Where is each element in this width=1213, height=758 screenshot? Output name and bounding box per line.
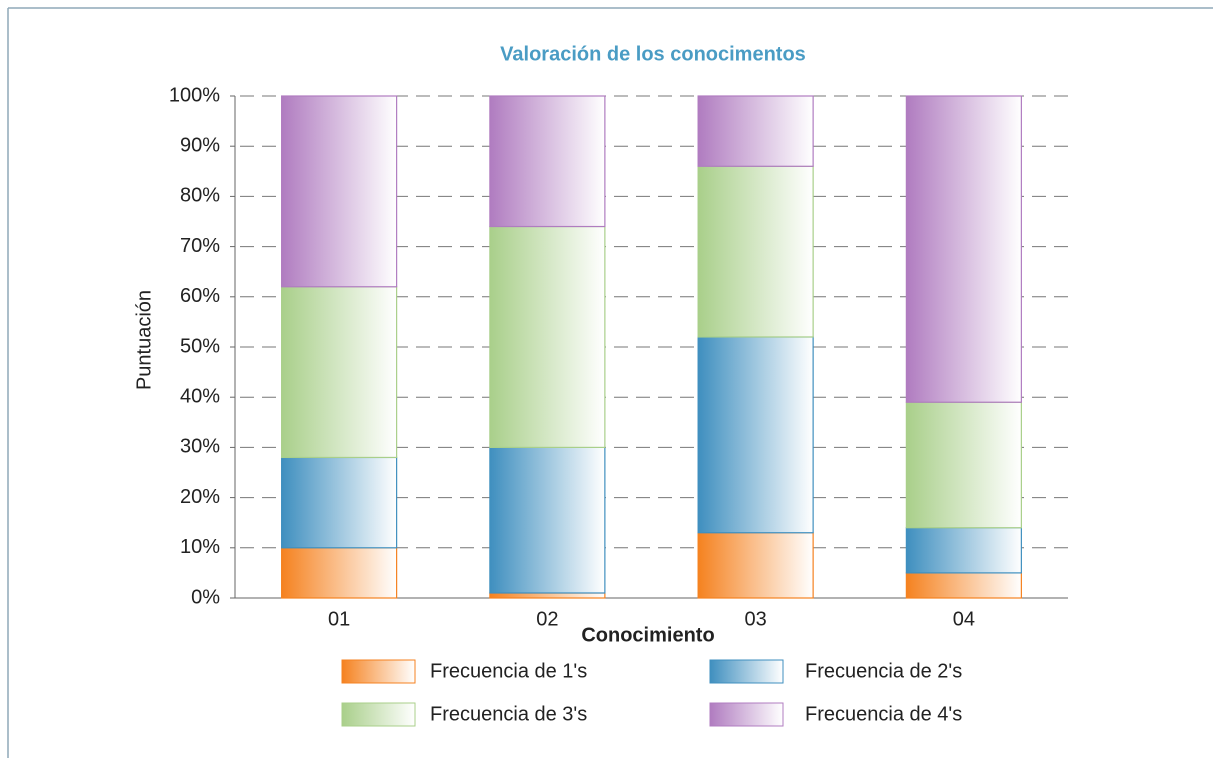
bar-segment — [489, 446, 606, 594]
y-tick-label: 10% — [180, 536, 220, 558]
bar-segment — [697, 95, 814, 167]
legend-label: Frecuencia de 3's — [430, 703, 587, 725]
y-tick-label: 20% — [180, 486, 220, 508]
y-tick-label: 50% — [180, 335, 220, 357]
x-tick-label: 03 — [745, 608, 767, 630]
bar-segment — [905, 401, 1022, 529]
bar-segment — [905, 95, 1022, 403]
y-tick-label: 30% — [180, 436, 220, 458]
bar-segment — [281, 456, 398, 549]
bar-segment — [905, 527, 1022, 574]
bar-segment — [697, 532, 814, 599]
y-tick-label: 70% — [180, 235, 220, 257]
legend-swatch — [341, 659, 416, 684]
bar-segment — [489, 225, 606, 449]
chart-title: Valoración de los conocimentos — [500, 43, 806, 65]
bar-segment — [281, 95, 398, 288]
bar-segment — [489, 592, 606, 599]
bar-segment — [697, 336, 814, 534]
legend-label: Frecuencia de 1's — [430, 660, 587, 682]
y-tick-label: 80% — [180, 185, 220, 207]
y-tick-label: 90% — [180, 134, 220, 156]
bar-segment — [905, 572, 1022, 599]
y-axis-label: Puntuación — [133, 290, 155, 390]
legend-label: Frecuencia de 4's — [805, 703, 962, 725]
legend-label: Frecuencia de 2's — [805, 660, 962, 682]
bar-segment — [281, 286, 398, 459]
bar-segment — [697, 165, 814, 338]
legend-swatch — [709, 702, 784, 727]
x-tick-label: 04 — [953, 608, 975, 630]
legend-swatch — [709, 659, 784, 684]
y-tick-label: 60% — [180, 285, 220, 307]
x-tick-label: 01 — [328, 608, 350, 630]
bar-segment — [281, 547, 398, 599]
y-tick-label: 40% — [180, 385, 220, 407]
y-tick-label: 0% — [191, 586, 220, 608]
legend-swatch — [341, 702, 416, 727]
y-tick-label: 100% — [169, 84, 220, 106]
bar-segment — [489, 95, 606, 228]
x-axis-label: Conocimiento — [581, 624, 714, 646]
x-tick-label: 02 — [536, 608, 558, 630]
